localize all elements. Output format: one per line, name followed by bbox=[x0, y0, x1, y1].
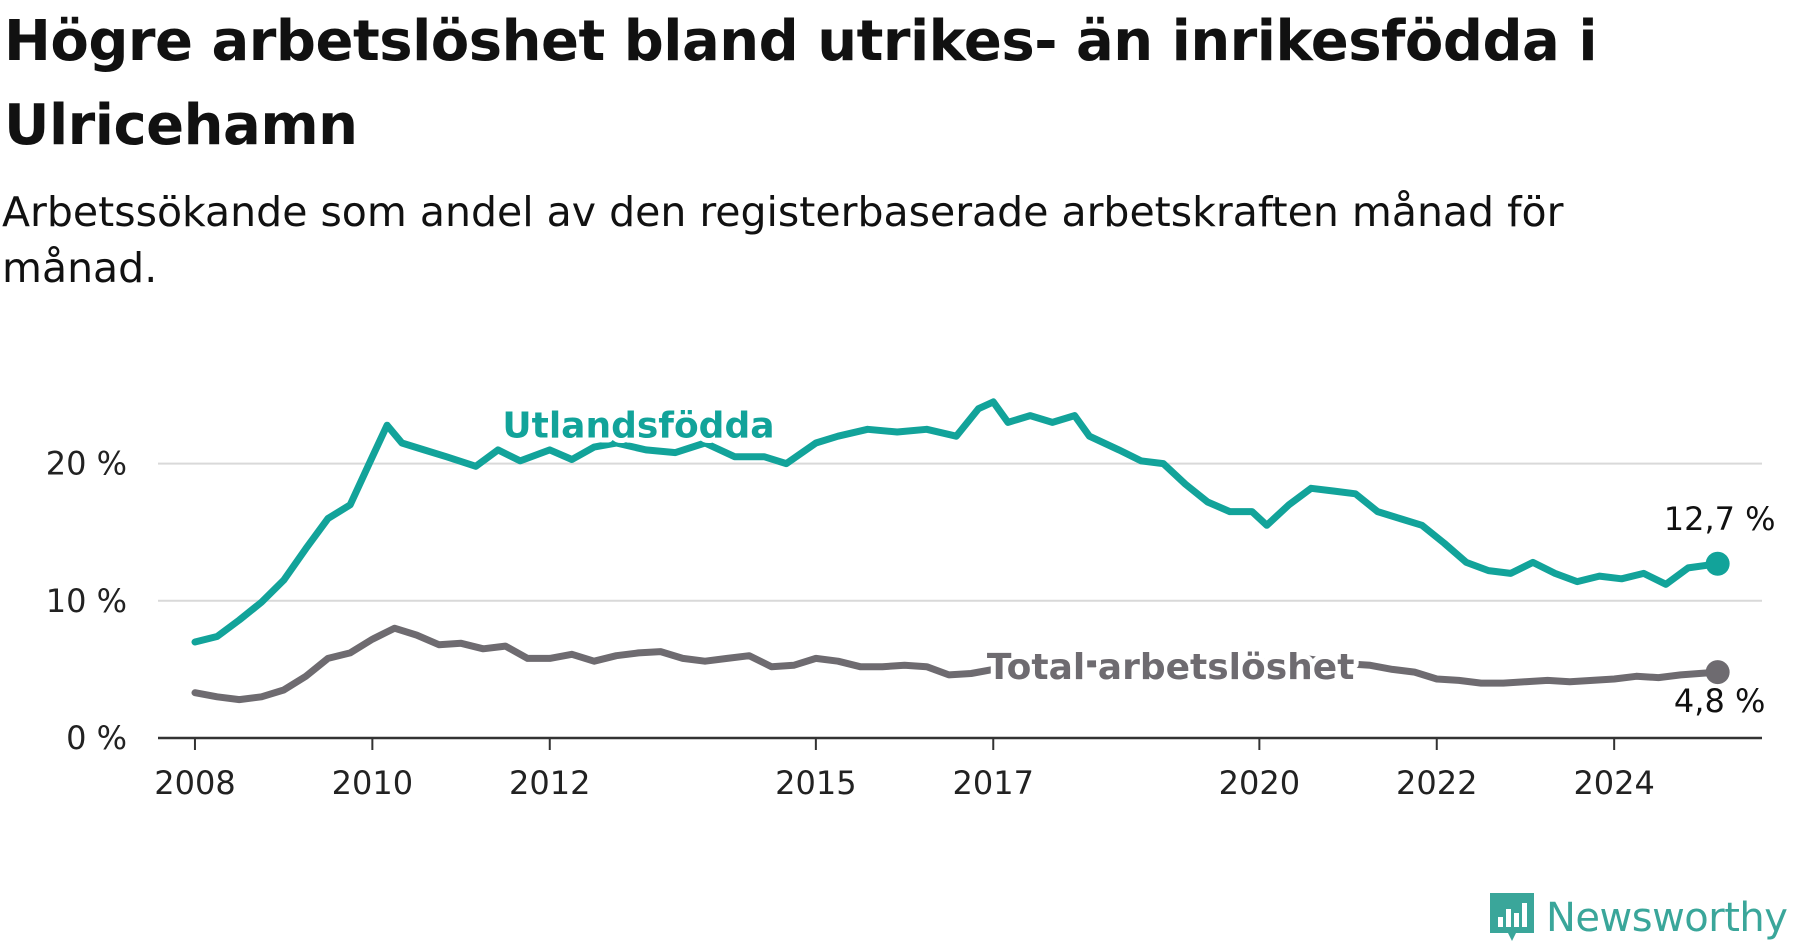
x-tick-label: 2017 bbox=[953, 764, 1034, 802]
x-tick-label: 2010 bbox=[332, 764, 413, 802]
series-end-value: 12,7 % bbox=[1664, 500, 1776, 538]
x-tick-label: 2024 bbox=[1573, 764, 1654, 802]
series-line bbox=[191, 398, 1722, 646]
y-tick-label: 0 % bbox=[66, 719, 127, 757]
axes: 0 % 10 % 20 % 2008 2010 2012 2015 2017 2020 2022 2… bbox=[46, 445, 1762, 802]
gridlines bbox=[158, 462, 1762, 602]
series-end-point bbox=[1705, 551, 1730, 576]
series-label: Utlandsfödda bbox=[502, 406, 774, 447]
x-tick-label: 2020 bbox=[1219, 764, 1300, 802]
newsworthy-logo-icon bbox=[1490, 893, 1534, 941]
series-labels: 12,7 % 4,8 % Utlandsfödda Total arbetslöshe… bbox=[497, 401, 1776, 721]
series-end-value: 4,8 % bbox=[1674, 682, 1765, 720]
series-line bbox=[191, 624, 1722, 704]
series-end-point bbox=[1705, 660, 1730, 685]
y-tick-label: 20 % bbox=[46, 445, 127, 483]
brand-name: Newsworthy bbox=[1546, 895, 1788, 941]
chart-title: Högre arbetslöshet bland utrikes- än inr… bbox=[4, 9, 1598, 158]
chart-subtitle: Arbetssökande som andel av den registerb… bbox=[2, 188, 1564, 292]
newsworthy-brand: Newsworthy bbox=[1490, 888, 1788, 948]
y-tick-label: 10 % bbox=[46, 582, 127, 620]
x-tick-label: 2012 bbox=[509, 764, 590, 802]
series-label: Total arbetslöshet bbox=[987, 647, 1355, 688]
x-tick-label: 2022 bbox=[1396, 764, 1477, 802]
x-tick-label: 2015 bbox=[775, 764, 856, 802]
x-tick-label: 2008 bbox=[154, 764, 235, 802]
series-lines bbox=[191, 398, 1730, 704]
